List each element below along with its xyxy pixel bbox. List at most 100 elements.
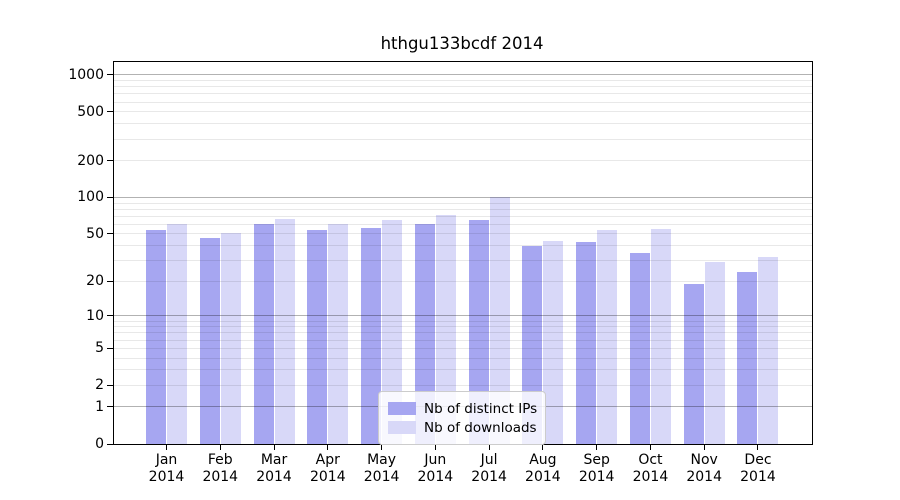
y-tick-label-1000: 1000	[68, 66, 104, 83]
y-tick-label-0: 0	[95, 436, 104, 452]
x-tick-label-feb: Feb 2014	[202, 452, 239, 485]
bar-distinct-ips-jun	[414, 224, 435, 444]
y-tick-200	[107, 160, 113, 162]
bar-distinct-ips-apr	[307, 229, 328, 444]
bar-distinct-ips-dec	[737, 272, 758, 444]
bar-distinct-ips-nov	[683, 283, 704, 444]
legend-label-distinct-ips: Nb of distinct IPs	[424, 400, 538, 417]
grid-line-400	[114, 123, 812, 125]
grid-line-600	[114, 101, 812, 103]
grid-line-9	[114, 320, 812, 322]
grid-line-3	[114, 369, 812, 371]
x-tick-label-jan: Jan 2014	[148, 452, 185, 485]
bar-downloads-jun	[435, 214, 456, 444]
y-tick-label-10: 10	[86, 307, 104, 324]
grid-line-900	[114, 80, 812, 82]
x-tick-dec	[757, 444, 759, 450]
x-tick-label-mar: Mar 2014	[256, 452, 292, 485]
legend-item-distinct-ips: Nb of distinct IPs	[388, 400, 538, 417]
plot-area: Nb of distinct IPs Nb of downloads 1000 5…	[68, 61, 813, 485]
grid-line-30	[114, 260, 812, 262]
bar-downloads-oct	[650, 228, 671, 444]
bar-distinct-ips-jul	[468, 220, 489, 444]
x-tick-aug	[542, 444, 544, 450]
y-tick-label-50: 50	[86, 225, 104, 242]
y-tick-label-20: 20	[86, 273, 104, 290]
x-tick-label-nov: Nov 2014	[686, 452, 722, 485]
x-tick-jul	[488, 444, 490, 450]
grid-line-7	[114, 332, 812, 334]
legend-swatch-distinct-ips	[388, 402, 416, 415]
x-tick-feb	[219, 444, 221, 450]
bar-downloads-jan	[167, 223, 187, 444]
bar-downloads-apr	[328, 223, 349, 444]
grid-line-50	[114, 233, 812, 235]
x-tick-label-jun: Jun 2014	[417, 452, 454, 485]
bar-distinct-ips-feb	[199, 238, 220, 444]
x-tick-jun	[434, 444, 436, 450]
y-tick-5	[107, 347, 113, 349]
bar-downloads-feb	[220, 232, 241, 444]
bar-distinct-ips-sep	[576, 241, 597, 444]
grid-line-40	[114, 245, 812, 247]
x-tick-nov	[703, 444, 705, 450]
grid-line-20	[114, 280, 812, 282]
grid-line-60	[114, 223, 812, 225]
grid-line-200	[114, 160, 812, 162]
y-tick-10	[107, 315, 113, 317]
x-tick-mar	[273, 444, 275, 450]
y-tick-label-100: 100	[77, 189, 104, 206]
x-tick-label-apr: Apr 2014	[309, 452, 346, 485]
x-tick-jan	[166, 444, 167, 450]
x-tick-label-dec: Dec 2014	[740, 452, 776, 485]
x-tick-may	[381, 444, 383, 450]
grid-line-2	[114, 384, 812, 386]
grid-line-8	[114, 326, 812, 328]
y-tick-50	[107, 233, 113, 235]
bar-distinct-ips-may	[361, 228, 382, 444]
grid-line-10	[114, 315, 812, 317]
chart-title: hthgu133bcdf 2014	[380, 34, 544, 53]
grid-line-800	[114, 86, 812, 88]
y-tick-20	[107, 280, 113, 282]
x-tick-label-oct: Oct 2014	[632, 452, 669, 485]
y-tick-1000	[107, 74, 113, 76]
legend-item-downloads: Nb of downloads	[388, 419, 537, 436]
bar-downloads-mar	[274, 218, 295, 444]
y-tick-label-500: 500	[77, 103, 104, 120]
bar-downloads-jul	[489, 196, 510, 444]
x-tick-sep	[596, 444, 598, 450]
grid-line-5	[114, 347, 812, 349]
grid-line-6	[114, 339, 812, 341]
y-tick-1	[107, 406, 113, 408]
legend-swatch-downloads	[388, 421, 416, 434]
x-tick-label-sep: Sep 2014	[578, 452, 615, 485]
y-tick-label-2: 2	[95, 377, 104, 394]
grid-line-500	[114, 111, 812, 113]
y-tick-label-1: 1	[95, 398, 104, 415]
grid-line-1000	[114, 74, 812, 76]
y-tick-100	[107, 196, 113, 198]
x-tick-label-aug: Aug 2014	[525, 452, 561, 485]
bar-distinct-ips-jan	[146, 229, 166, 444]
grid-line-300	[114, 138, 812, 140]
x-tick-apr	[327, 444, 329, 450]
y-tick-0	[107, 443, 113, 445]
legend-label-downloads: Nb of downloads	[424, 419, 537, 436]
bar-downloads-aug	[543, 240, 564, 444]
grid-line-90	[114, 202, 812, 204]
bar-downloads-sep	[597, 229, 618, 444]
y-tick-label-200: 200	[77, 152, 104, 169]
grid-line-70	[114, 215, 812, 217]
grid-line-80	[114, 208, 812, 210]
bar-downloads-nov	[704, 262, 725, 444]
bar-distinct-ips-mar	[253, 223, 274, 444]
grid-line-100	[114, 196, 812, 198]
grid-line-4	[114, 357, 812, 359]
legend: Nb of distinct IPs Nb of downloads	[378, 391, 546, 445]
y-tick-500	[107, 111, 113, 113]
bar-downloads-dec	[758, 257, 779, 444]
bar-distinct-ips-oct	[629, 252, 650, 444]
y-tick-2	[107, 384, 113, 386]
